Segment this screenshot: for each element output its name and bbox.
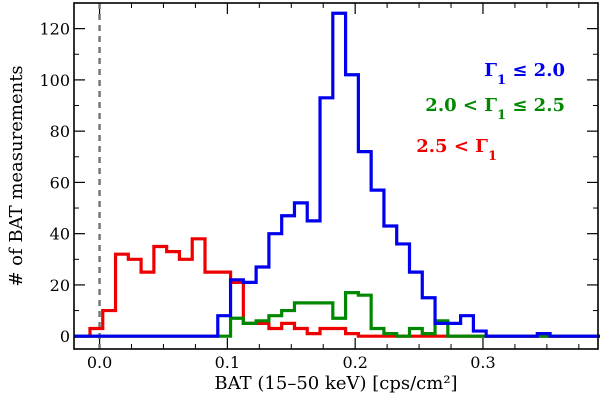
y-tick-label: 20 — [50, 276, 70, 295]
legend: Γ1 ≤ 2.0 2.0 < Γ1 ≤ 2.5 2.5 < Γ1 — [416, 60, 565, 164]
series-line-0 — [74, 11, 600, 338]
plot-frame — [73, 2, 599, 350]
legend-entry: 2.0 < Γ1 ≤ 2.5 — [425, 95, 565, 123]
minor-ticks — [74, 3, 598, 349]
y-tick-label: 120 — [39, 20, 70, 39]
series-group — [74, 11, 600, 338]
y-tick-labels: 0 20 40 60 80 100 120 — [39, 20, 70, 347]
legend-entry: 2.5 < Γ1 — [416, 136, 497, 164]
y-tick-label: 60 — [50, 173, 70, 192]
y-tick-label: 40 — [50, 225, 70, 244]
x-tick-label: 0.3 — [470, 353, 495, 372]
y-tick-label: 80 — [50, 122, 70, 141]
y-tick-label: 0 — [60, 327, 70, 346]
x-tick-label: 0.1 — [215, 353, 240, 372]
legend-entry: Γ1 ≤ 2.0 — [484, 60, 565, 88]
x-tick-label: 0.0 — [87, 353, 112, 372]
major-ticks — [74, 3, 598, 349]
y-axis-label: # of BAT measurements — [6, 65, 27, 286]
y-tick-label: 100 — [39, 71, 70, 90]
x-tick-labels: 0.0 0.1 0.2 0.3 — [87, 353, 496, 372]
x-tick-label: 0.2 — [342, 353, 367, 372]
x-axis-label: BAT (15–50 keV) [cps/cm²] — [214, 373, 457, 394]
